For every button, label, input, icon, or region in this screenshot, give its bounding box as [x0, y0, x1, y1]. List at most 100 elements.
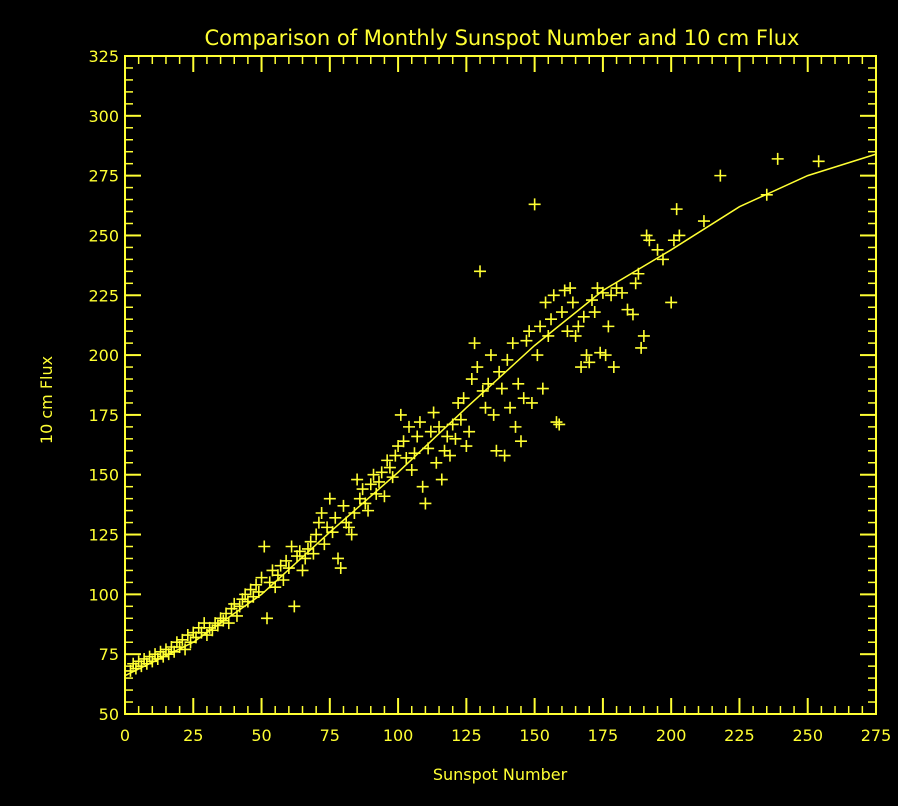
data-point: [673, 229, 686, 242]
data-point: [370, 487, 383, 500]
data-point: [269, 581, 282, 594]
data-point: [288, 600, 301, 613]
data-point: [569, 329, 582, 342]
x-tick-label: 125: [451, 726, 482, 745]
data-point: [602, 320, 615, 333]
data-point: [258, 540, 271, 553]
x-tick-label: 175: [588, 726, 619, 745]
data-point: [433, 420, 446, 433]
data-point: [588, 306, 601, 319]
data-point: [383, 461, 396, 474]
plot-frame: [124, 55, 877, 715]
data-point: [389, 449, 402, 462]
data-point: [479, 401, 492, 414]
data-point: [465, 373, 478, 386]
data-point: [345, 528, 358, 541]
data-point: [315, 507, 328, 520]
x-tick-label: 150: [519, 726, 550, 745]
data-point: [514, 435, 527, 448]
data-point: [299, 552, 312, 565]
data-point: [512, 377, 525, 390]
x-tick-label: 275: [861, 726, 892, 745]
y-axis-label: 10 cm Flux: [37, 356, 56, 444]
y-tick-label: 225: [88, 286, 119, 305]
data-point: [471, 361, 484, 374]
data-point: [146, 655, 159, 668]
data-points: [124, 152, 825, 677]
data-point: [566, 296, 579, 309]
data-point: [255, 571, 268, 584]
data-point: [457, 392, 470, 405]
x-tick-label: 50: [251, 726, 271, 745]
data-point: [441, 430, 454, 443]
fit-line: [124, 153, 877, 677]
data-point: [151, 652, 164, 665]
data-point: [812, 155, 825, 168]
y-tick-label: 50: [99, 705, 119, 724]
data-point: [504, 401, 517, 414]
data-point: [217, 614, 230, 627]
data-point: [342, 521, 355, 534]
data-point: [222, 617, 235, 630]
data-point: [129, 662, 142, 675]
data-point: [520, 334, 533, 347]
x-tick-label: 0: [120, 726, 130, 745]
data-point: [135, 660, 148, 673]
data-point: [561, 325, 574, 338]
data-point: [173, 641, 186, 654]
data-point: [476, 384, 489, 397]
data-point: [482, 377, 495, 390]
data-point: [427, 406, 440, 419]
data-point: [550, 416, 563, 429]
data-point: [665, 296, 678, 309]
data-point: [487, 408, 500, 421]
data-point: [228, 597, 241, 610]
data-point: [575, 361, 588, 374]
y-tick-label: 200: [88, 346, 119, 365]
data-point: [424, 425, 437, 438]
data-point: [517, 392, 530, 405]
y-tick-label: 125: [88, 526, 119, 545]
y-tick-label: 175: [88, 406, 119, 425]
data-point: [528, 198, 541, 211]
data-point: [501, 353, 514, 366]
data-point: [397, 435, 410, 448]
data-point: [416, 480, 429, 493]
chart-title: Comparison of Monthly Sunspot Number and…: [204, 26, 799, 50]
data-point: [637, 329, 650, 342]
x-tick-label: 250: [792, 726, 823, 745]
data-point: [378, 490, 391, 503]
data-point: [596, 286, 609, 299]
data-point: [555, 306, 568, 319]
y-tick-label: 100: [88, 585, 119, 604]
data-point: [359, 497, 372, 510]
data-point: [534, 320, 547, 333]
x-tick-label: 200: [656, 726, 687, 745]
data-point: [386, 471, 399, 484]
data-point: [252, 585, 265, 598]
data-point: [282, 562, 295, 575]
y-tick-label: 150: [88, 466, 119, 485]
data-point: [449, 432, 462, 445]
data-point: [454, 413, 467, 426]
y-tick-label: 300: [88, 107, 119, 126]
data-point: [626, 308, 639, 321]
data-point: [443, 449, 456, 462]
data-point: [539, 296, 552, 309]
data-point: [547, 289, 560, 302]
data-point: [577, 310, 590, 323]
data-point: [629, 277, 642, 290]
data-point: [162, 648, 175, 661]
data-point: [364, 478, 377, 491]
y-tick-label: 325: [88, 47, 119, 66]
data-point: [714, 169, 727, 182]
data-point: [760, 188, 773, 201]
data-point: [553, 418, 566, 431]
data-point: [474, 265, 487, 278]
data-point: [261, 612, 274, 625]
data-point: [250, 578, 263, 591]
x-tick-label: 25: [183, 726, 203, 745]
data-point: [419, 497, 432, 510]
data-point: [400, 451, 413, 464]
